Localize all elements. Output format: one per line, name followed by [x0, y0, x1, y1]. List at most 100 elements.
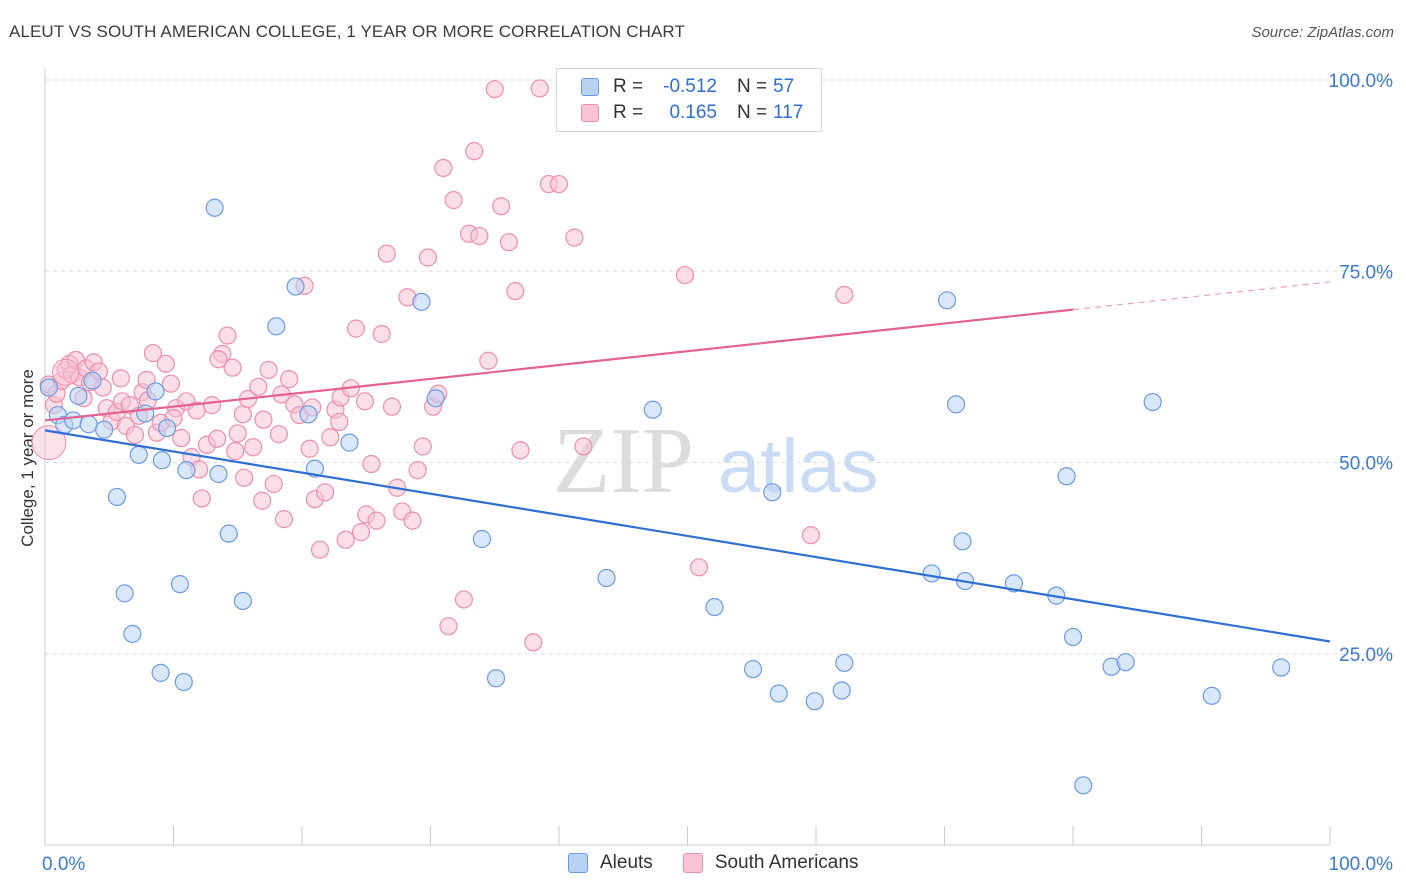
- data-point: [1004, 574, 1023, 593]
- data-point: [300, 439, 319, 458]
- data-point: [434, 158, 453, 178]
- data-point: [377, 244, 396, 263]
- data-point: [506, 282, 525, 301]
- legend-item-south-americans[interactable]: South Americans: [682, 852, 859, 874]
- data-point: [115, 584, 134, 603]
- trend-line: [44, 429, 1331, 643]
- aleuts-swatch: [581, 78, 599, 96]
- r-label: R =: [613, 102, 644, 123]
- data-point: [218, 326, 237, 345]
- legend-row-aleuts: R = -0.512 N = 57: [581, 75, 817, 99]
- south-americans-points: [31, 79, 854, 652]
- correlation-legend: R = -0.512 N = 57 R = 0.165 N = 117: [556, 68, 822, 132]
- x-tick-label: 0.0%: [42, 854, 85, 875]
- n-label: N =: [737, 102, 768, 123]
- data-point: [492, 197, 511, 216]
- south-americans-legend-label: South Americans: [714, 852, 859, 873]
- data-point: [937, 291, 957, 310]
- y-tick-label: 100.0%: [1329, 71, 1394, 92]
- data-point: [426, 389, 445, 408]
- data-point: [274, 510, 294, 529]
- data-point: [64, 411, 83, 430]
- data-point: [233, 591, 252, 611]
- r-value: 0.165: [669, 102, 717, 123]
- data-point: [157, 418, 177, 438]
- data-point: [52, 358, 80, 386]
- legend-row-south-americans: R = 0.165 N = 117: [581, 101, 817, 125]
- source-label: Source: ZipAtlas.com: [1251, 24, 1394, 41]
- data-point: [111, 369, 130, 388]
- data-point: [922, 564, 941, 583]
- data-point: [151, 663, 170, 682]
- data-point: [31, 425, 67, 461]
- data-point: [129, 445, 148, 464]
- gridlines: [45, 79, 1392, 655]
- data-point: [299, 405, 318, 424]
- data-point: [95, 420, 114, 439]
- data-point: [413, 437, 432, 456]
- data-point: [259, 360, 278, 380]
- data-point: [479, 351, 498, 370]
- south-americans-swatch: [581, 104, 599, 122]
- data-point: [177, 461, 196, 480]
- data-point: [565, 228, 584, 247]
- data-point: [123, 624, 142, 643]
- data-point: [763, 483, 782, 502]
- data-point: [689, 558, 709, 577]
- tick-labels: 25.0% 50.0% 75.0% 100.0% 0.0% 100.0%: [42, 71, 1393, 875]
- data-point: [321, 428, 340, 447]
- data-point: [412, 292, 431, 311]
- data-point: [549, 174, 569, 194]
- data-point: [107, 487, 127, 507]
- series-legend: Aleuts South Americans: [568, 852, 888, 874]
- watermark: ZIP atlas: [553, 409, 879, 513]
- data-point: [352, 523, 371, 542]
- r-value: -0.512: [663, 76, 717, 97]
- data-point: [170, 575, 190, 594]
- data-point: [192, 489, 211, 508]
- data-point: [946, 395, 966, 414]
- data-point: [485, 80, 504, 99]
- data-point: [233, 405, 252, 424]
- data-point: [403, 511, 422, 530]
- n-label: N =: [737, 76, 768, 97]
- data-point: [1143, 392, 1162, 412]
- data-point: [223, 358, 242, 377]
- data-point: [69, 386, 88, 406]
- data-point: [253, 491, 272, 510]
- data-point: [226, 441, 245, 461]
- data-point: [439, 617, 458, 636]
- y-tick-label: 50.0%: [1339, 454, 1393, 475]
- data-point: [174, 672, 193, 692]
- data-point: [382, 397, 402, 416]
- legend-item-aleuts[interactable]: Aleuts: [568, 852, 653, 874]
- y-tick-label: 25.0%: [1339, 645, 1393, 666]
- data-point: [367, 511, 386, 530]
- data-point: [254, 410, 273, 429]
- data-point: [835, 653, 854, 673]
- data-point: [465, 142, 484, 161]
- data-point: [172, 428, 191, 448]
- data-point: [511, 441, 530, 460]
- data-point: [249, 377, 268, 396]
- data-point: [143, 344, 163, 363]
- aleuts-points: [39, 198, 1291, 795]
- data-point: [161, 374, 181, 393]
- data-point: [136, 404, 155, 423]
- data-point: [209, 350, 228, 369]
- data-point: [264, 474, 283, 494]
- data-point: [316, 483, 335, 502]
- data-point: [156, 354, 175, 373]
- watermark-zip: ZIP: [553, 409, 694, 513]
- aleuts-legend-swatch: [568, 853, 588, 873]
- chart-title: ALEUT VS SOUTH AMERICAN COLLEGE, 1 YEAR …: [9, 22, 685, 41]
- data-point: [244, 438, 263, 457]
- data-point: [362, 454, 381, 474]
- data-point: [1063, 627, 1083, 647]
- data-point: [209, 464, 228, 484]
- data-point: [228, 424, 247, 443]
- data-point: [524, 633, 543, 652]
- data-point: [372, 324, 391, 344]
- data-point: [1272, 658, 1291, 677]
